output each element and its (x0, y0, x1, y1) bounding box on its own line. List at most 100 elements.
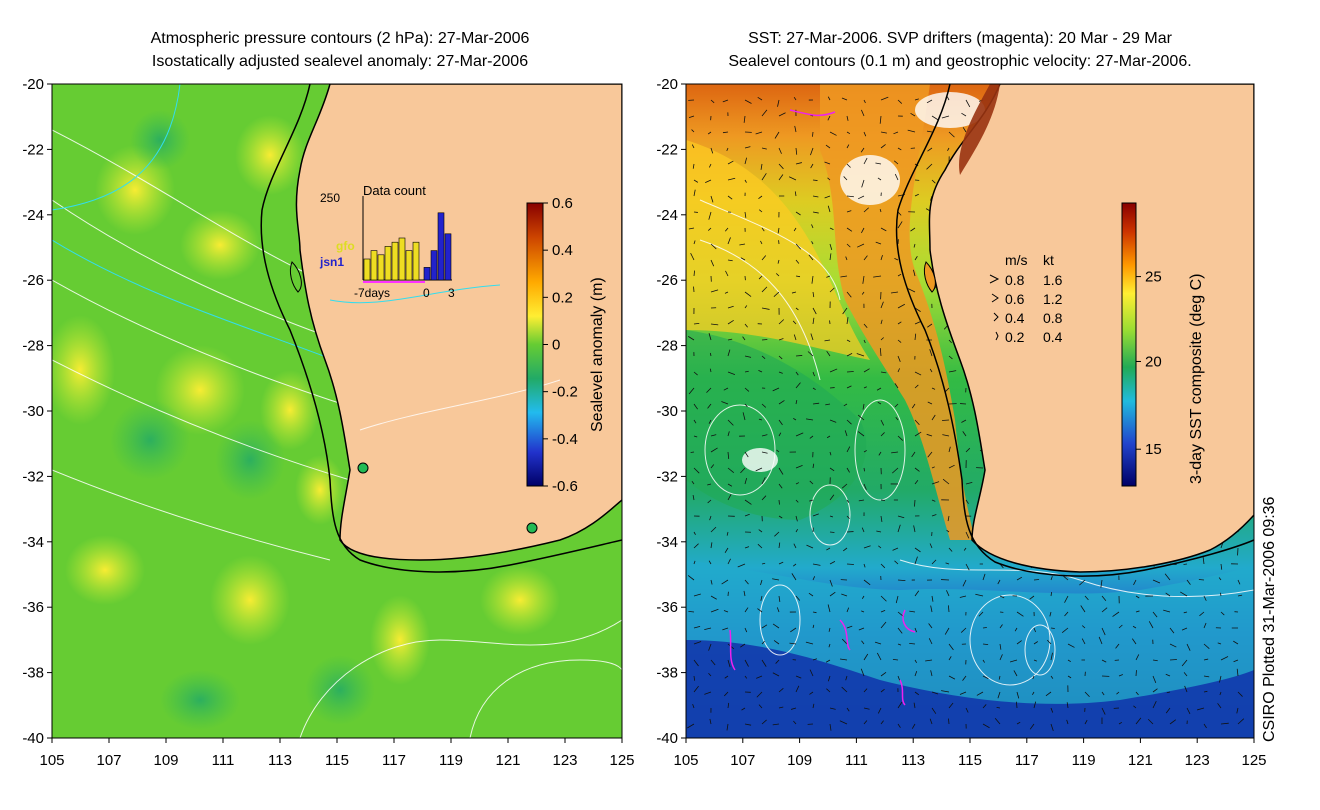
velocity-arrow (761, 659, 767, 667)
velocity-arrow (778, 355, 783, 360)
velocity-arrow (693, 371, 698, 376)
velocity-arrow (999, 595, 1005, 599)
velocity-arrow (911, 451, 916, 458)
velocity-arrow (761, 477, 766, 485)
velocity-arrow (863, 653, 869, 661)
velocity-arrow (795, 482, 800, 485)
velocity-arrow (810, 147, 814, 156)
velocity-arrow (773, 291, 780, 297)
velocity-arrow (791, 573, 797, 581)
warm-water-patch (686, 140, 870, 360)
velocity-arrow (708, 419, 712, 424)
velocity-arrow (892, 658, 899, 661)
velocity-arrow (880, 96, 889, 101)
velocity-arrow (777, 259, 780, 264)
velocity-arrow (1118, 721, 1123, 725)
velocity-arrow (691, 129, 695, 133)
velocity-arrow (965, 563, 970, 571)
velocity-arrow (744, 323, 748, 328)
velocity-arrow (863, 688, 868, 693)
velocity-arrow (755, 131, 763, 135)
velocity-arrow (1016, 701, 1018, 709)
velocity-arrow (727, 338, 733, 341)
velocity-arrow (861, 291, 865, 295)
legend-kt-value: 0.8 (1043, 310, 1063, 326)
inset-ymax: 250 (320, 191, 340, 205)
velocity-arrow (692, 704, 695, 709)
velocity-arrow (1217, 642, 1222, 645)
velocity-arrow (1135, 717, 1142, 725)
y-tick-label: -24 (22, 207, 44, 224)
inset-sat-gfo: gfo (336, 239, 355, 253)
velocity-arrow (710, 526, 717, 533)
velocity-arrow (1050, 723, 1054, 732)
velocity-arrow (708, 211, 712, 220)
velocity-arrow (1152, 688, 1158, 693)
velocity-arrow (761, 255, 767, 261)
velocity-arrow (846, 419, 852, 425)
velocity-arrow (778, 163, 784, 170)
velocity-arrow (1184, 685, 1188, 693)
sla-anomaly-field (52, 110, 560, 730)
velocity-arrow (795, 464, 803, 469)
velocity-arrow (742, 336, 746, 341)
velocity-arrow (812, 703, 815, 709)
velocity-arrow (897, 701, 903, 709)
velocity-arrow (795, 675, 802, 679)
velocity-arrow (707, 499, 712, 504)
velocity-arrow (708, 643, 712, 651)
velocity-arrow (1203, 643, 1210, 649)
velocity-arrow (727, 177, 736, 181)
velocity-arrow (704, 627, 712, 630)
velocity-arrow (929, 368, 933, 373)
velocity-arrow (997, 579, 1001, 585)
velocity-arrow (941, 690, 950, 693)
velocity-arrow (829, 515, 833, 518)
velocity-arrow (727, 659, 731, 668)
velocity-arrow (914, 419, 920, 426)
velocity-arrow (846, 625, 853, 629)
y-tick-label: -40 (22, 730, 44, 747)
velocity-arrow (812, 463, 815, 469)
velocity-arrow (846, 243, 851, 248)
velocity-arrow (778, 147, 782, 154)
inset-bar-jsn1 (423, 267, 431, 281)
velocity-arrow (1181, 659, 1188, 667)
velocity-arrow (829, 591, 836, 597)
velocity-arrow (946, 529, 950, 533)
velocity-arrow (1016, 640, 1022, 645)
velocity-arrow (692, 163, 695, 169)
velocity-arrow (709, 515, 712, 521)
velocity-arrow (807, 351, 814, 357)
velocity-arrow (744, 387, 750, 392)
velocity-arrow (846, 195, 854, 198)
velocity-arrow (829, 467, 835, 472)
velocity-arrow (858, 499, 865, 502)
velocity-arrow (880, 319, 883, 325)
velocity-arrow (809, 480, 814, 485)
velocity-arrow (710, 608, 719, 613)
velocity-arrow (861, 610, 865, 613)
velocity-arrow (776, 607, 780, 613)
velocity-arrow (1152, 701, 1157, 709)
velocity-arrow (880, 144, 886, 149)
velocity-arrow (946, 590, 950, 597)
velocity-arrow (793, 543, 797, 549)
inset-x-label-left: -7days (354, 286, 390, 300)
velocity-arrow (688, 336, 695, 341)
velocity-arrow (880, 610, 886, 613)
velocity-arrow (692, 494, 695, 501)
velocity-arrow (744, 403, 748, 408)
velocity-arrow (710, 99, 715, 104)
velocity-arrow (1217, 703, 1222, 709)
velocity-arrow (805, 641, 814, 645)
velocity-arrow (897, 627, 903, 634)
velocity-arrow (927, 147, 933, 152)
velocity-arrow (793, 334, 797, 341)
velocity-arrow (1237, 718, 1245, 725)
velocity-arrow (941, 115, 950, 119)
velocity-arrow (739, 243, 746, 246)
velocity-arrow (982, 659, 985, 663)
velocity-arrow (1203, 622, 1207, 629)
velocity-arrow (795, 243, 802, 250)
